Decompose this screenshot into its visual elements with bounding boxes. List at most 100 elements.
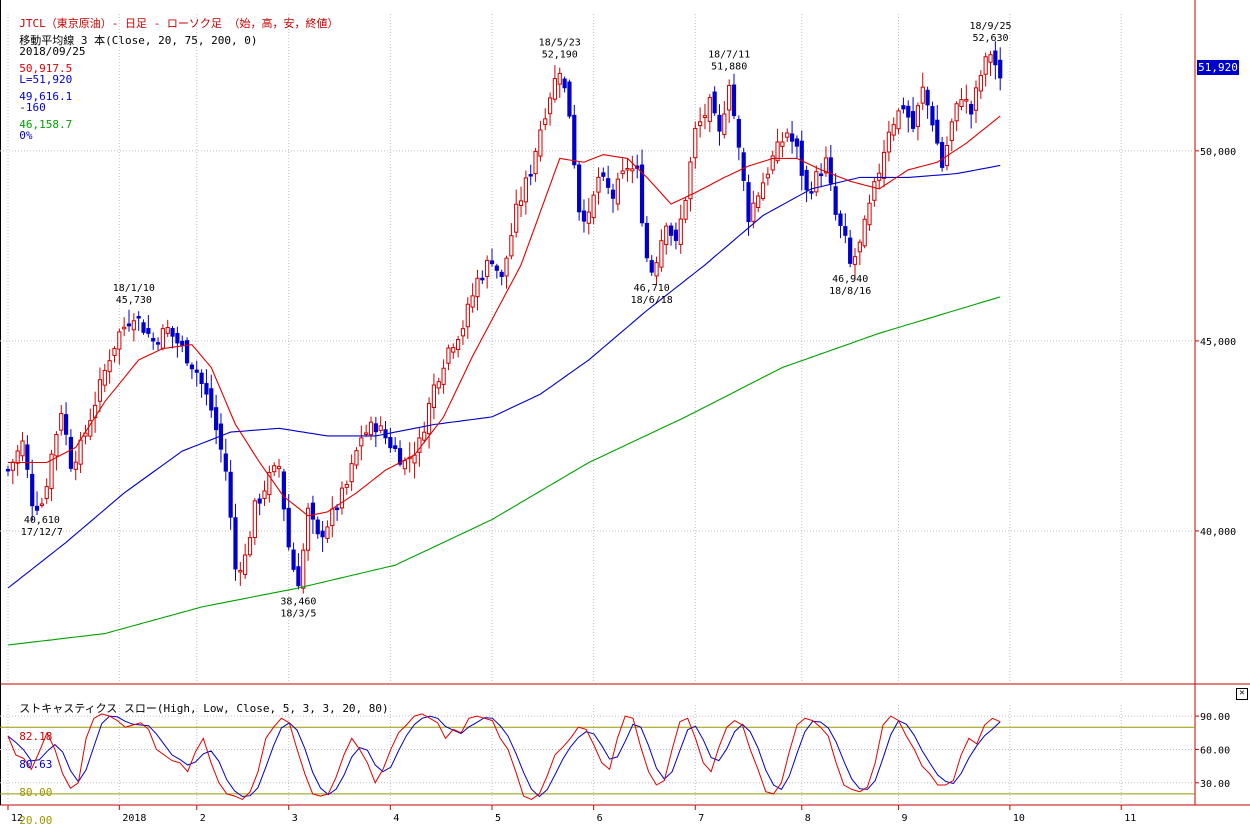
candle-down — [257, 498, 262, 504]
annotation-value: 52,630 — [972, 33, 1008, 44]
candle-down — [998, 59, 1003, 79]
annotation-date: 18/6/18 — [631, 295, 673, 306]
candle-up — [751, 202, 756, 222]
candle-down — [291, 549, 296, 570]
candle-down — [223, 453, 228, 472]
ma75-value: 49,616.1 — [19, 90, 73, 103]
candle-up — [301, 549, 306, 589]
candle-down — [228, 471, 233, 518]
candle-down — [901, 105, 906, 110]
candle-up — [543, 118, 548, 125]
candle-down — [214, 407, 219, 431]
candle-up — [659, 240, 664, 268]
x-tick-label: 8 — [805, 813, 811, 824]
annotation-value: 40,610 — [24, 515, 60, 526]
candle-up — [915, 105, 921, 127]
candle-up — [591, 194, 596, 219]
x-tick-label: 9 — [902, 813, 908, 824]
candle-up — [654, 262, 659, 277]
candle-up — [504, 257, 509, 277]
candle-down — [175, 332, 180, 344]
candle-down — [969, 103, 974, 115]
candle-up — [518, 200, 524, 207]
candle-up — [78, 439, 83, 465]
candle-up — [15, 450, 20, 464]
candle-up — [165, 327, 170, 334]
candle-up — [339, 487, 345, 509]
candle-down — [494, 265, 499, 271]
candle-down — [199, 372, 204, 385]
candle-up — [630, 168, 635, 172]
candle-down — [180, 340, 185, 346]
candle-up — [688, 161, 693, 200]
header-change: -160 — [19, 101, 46, 114]
symbol-line: JTCL（東京原油）- 日足 - ローソク足 （始，高，安，終値） — [19, 17, 339, 30]
candle-up — [760, 182, 766, 200]
candle-up — [485, 259, 490, 278]
annotation-value: 45,730 — [116, 295, 152, 306]
candle-down — [717, 114, 722, 132]
y-tick-label: 45,000 — [1200, 337, 1236, 348]
annotation-date: 18/7/11 — [708, 49, 750, 60]
candle-down — [736, 118, 741, 148]
candle-down — [155, 342, 161, 345]
candle-up — [417, 437, 422, 453]
candle-up — [852, 256, 858, 265]
candle-down — [480, 277, 485, 281]
candle-down — [34, 505, 40, 511]
x-tick-label: 3 — [292, 813, 298, 824]
candle-down — [935, 119, 940, 144]
candle-up — [359, 437, 364, 447]
candle-up — [983, 56, 988, 75]
candle-up — [426, 402, 432, 435]
candle-down — [741, 152, 746, 181]
candle-up — [693, 127, 698, 159]
close-icon[interactable]: ✕ — [1236, 688, 1248, 700]
candle-down — [397, 448, 403, 465]
candle-down — [731, 84, 737, 117]
candle-up — [877, 172, 882, 181]
candle-up — [456, 338, 461, 351]
candle-up — [538, 129, 543, 157]
candle-down — [320, 530, 325, 538]
candle-up — [949, 121, 954, 142]
x-tick-label: 12 — [11, 813, 23, 824]
candle-down — [286, 507, 291, 548]
header-last: L=51,920 — [19, 73, 73, 86]
candle-up — [872, 181, 877, 201]
candle-up — [775, 141, 780, 162]
candle-down — [184, 340, 190, 364]
candle-up — [422, 431, 427, 441]
candle-up — [451, 347, 456, 353]
candle-up — [112, 347, 117, 356]
candle-down — [848, 237, 853, 264]
candle-up — [814, 171, 819, 193]
ma20-line — [8, 115, 1001, 517]
candle-down — [668, 225, 674, 236]
candle-down — [910, 111, 916, 129]
candle-up — [39, 503, 44, 506]
candle-up — [514, 203, 519, 233]
x-tick-label: 7 — [698, 813, 704, 824]
candle-down — [68, 436, 74, 469]
candle-up — [620, 170, 625, 175]
candle-up — [954, 103, 959, 122]
candle-up — [44, 486, 49, 499]
ma-legend-label: 移動平均線 3 本(Close, 20, 75, 200, 0) — [19, 34, 258, 47]
candle-up — [707, 97, 712, 122]
x-tick-label: 11 — [1124, 813, 1136, 824]
candle-down — [5, 468, 11, 472]
candle-up — [678, 218, 683, 245]
candle-up — [770, 155, 775, 171]
candle-up — [722, 113, 727, 135]
candle-down — [639, 164, 645, 224]
y-tick-label: 50,000 — [1200, 147, 1236, 158]
candle-down — [572, 114, 577, 166]
candle-up — [267, 471, 272, 496]
candle-up — [436, 381, 441, 389]
candle-down — [610, 189, 616, 199]
candle-up — [20, 440, 25, 457]
candle-down — [25, 444, 30, 470]
candle-up — [73, 461, 78, 470]
